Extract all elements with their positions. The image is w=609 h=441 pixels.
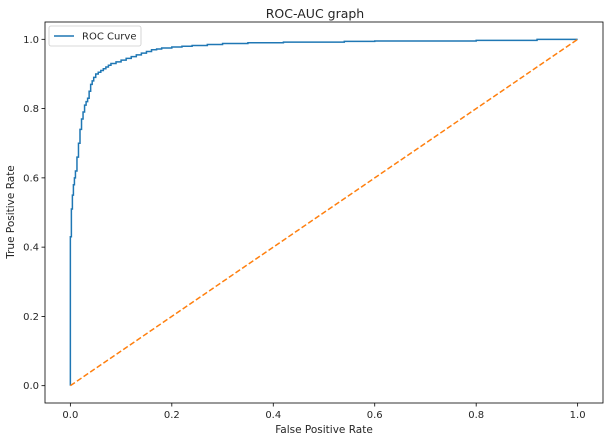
legend-label-roc: ROC Curve <box>82 32 136 43</box>
y-axis-label: True Positive Rate <box>5 165 17 260</box>
y-tick-label: 0.8 <box>23 104 39 115</box>
x-tick-label: 1.0 <box>570 410 586 421</box>
y-tick-label: 0.6 <box>23 173 39 184</box>
axis-ticks: 0.0 0.2 0.4 0.6 0.8 1.0 0.0 0.2 0.4 0.6 0.8 1.0 <box>23 35 585 421</box>
x-tick-label: 0.8 <box>468 410 484 421</box>
y-tick-label: 1.0 <box>23 35 39 46</box>
y-tick-label: 0.4 <box>23 243 39 254</box>
x-tick-label: 0.2 <box>164 410 180 421</box>
y-tick-label: 0.0 <box>23 381 39 392</box>
y-tick-label: 0.2 <box>23 312 39 323</box>
x-tick-label: 0.6 <box>367 410 383 421</box>
baseline-diagonal-line <box>69 38 579 387</box>
plot-area <box>69 38 579 387</box>
roc-curve-line <box>69 38 578 386</box>
x-tick-label: 0.4 <box>265 410 281 421</box>
x-axis-label: False Positive Rate <box>275 424 373 436</box>
legend-box <box>48 25 142 47</box>
chart-title: ROC-AUC graph <box>266 6 364 21</box>
plot-frame <box>44 21 604 404</box>
x-tick-label: 0.0 <box>62 410 78 421</box>
legend: ROC Curve <box>48 25 142 47</box>
